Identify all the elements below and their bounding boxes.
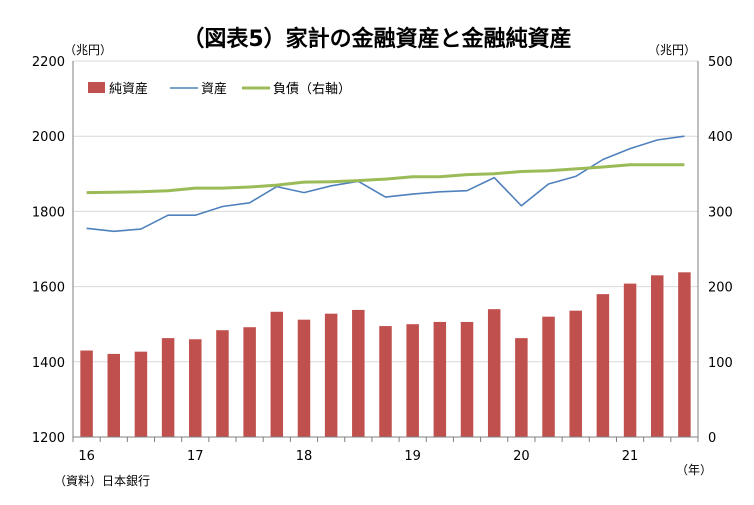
right-tick-label: 100	[708, 356, 733, 371]
bar-net-assets	[189, 339, 202, 437]
bar-net-assets	[406, 324, 419, 437]
bar-net-assets	[297, 319, 311, 437]
x-tick-label: 16	[78, 449, 95, 464]
bar-net-assets	[379, 326, 392, 437]
right-tick-label: 500	[708, 55, 733, 70]
bar-net-assets	[433, 321, 447, 437]
bar-net-assets	[107, 353, 121, 437]
x-tick-label: 19	[404, 449, 421, 464]
legend-label: 純資産	[109, 81, 148, 97]
legend: 純資産 資産 負債（右軸）	[88, 81, 351, 97]
chart-title: （図表5）家計の金融資産と金融純資産	[182, 26, 571, 52]
left-tick-label: 2200	[32, 55, 65, 70]
bar-net-assets	[80, 350, 93, 437]
legend-label: 資産	[201, 81, 227, 97]
line-series-group	[86, 135, 685, 233]
x-axis-unit: （年）	[676, 463, 712, 477]
line-series-liabilities	[86, 163, 685, 195]
left-tick-label: 1200	[32, 431, 65, 446]
x-tick-label: 17	[187, 449, 204, 464]
source-note: （資料）日本銀行	[54, 474, 150, 488]
bar-net-assets	[352, 309, 365, 437]
bar-net-assets	[243, 327, 256, 437]
bar-net-assets	[596, 294, 610, 437]
bar-net-assets	[678, 272, 691, 437]
right-tick-label: 300	[708, 205, 733, 220]
right-axis-unit: （兆円）	[648, 43, 696, 57]
bar-net-assets	[515, 338, 528, 437]
bar-net-assets	[542, 316, 555, 437]
line-series-assets	[86, 135, 685, 233]
gridlines	[73, 60, 698, 363]
right-tick-label: 0	[708, 431, 716, 446]
x-tick-label: 20	[513, 449, 530, 464]
bar-net-assets	[623, 283, 637, 437]
left-tick-label: 2000	[32, 130, 65, 145]
left-tick-label: 1800	[32, 205, 65, 220]
bar-net-assets	[324, 313, 338, 437]
legend-swatch-bar	[88, 82, 105, 93]
bar-net-assets	[216, 330, 229, 437]
bar-series-net-assets	[80, 272, 691, 437]
tick-labels: 1200 0 1400 100 1600 200 1800 300 2000 400 2200 500…	[32, 55, 733, 464]
bar-net-assets	[569, 310, 582, 437]
axes	[72, 61, 699, 442]
bar-net-assets	[270, 311, 284, 437]
bar-net-assets	[650, 275, 664, 437]
x-tick-label: 18	[296, 449, 313, 464]
left-tick-label: 1600	[32, 281, 65, 296]
bar-net-assets	[487, 309, 501, 437]
legend-label: 負債（右軸）	[273, 82, 351, 97]
left-axis-unit: （兆円）	[64, 43, 112, 57]
left-tick-label: 1400	[32, 356, 65, 371]
bar-net-assets	[161, 338, 175, 437]
bar-net-assets	[134, 351, 148, 437]
x-tick-label: 21	[622, 449, 639, 464]
bar-net-assets	[460, 321, 474, 437]
right-tick-label: 200	[708, 281, 733, 296]
right-tick-label: 400	[708, 130, 733, 145]
